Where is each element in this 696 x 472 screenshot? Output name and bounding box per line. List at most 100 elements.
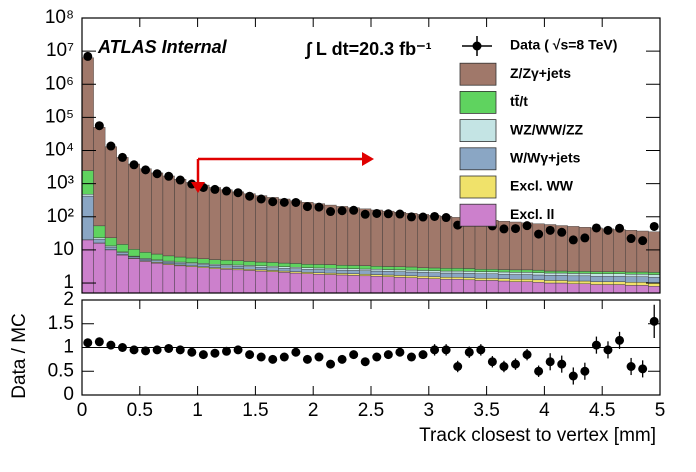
stack-segment [220,269,233,294]
data-point [314,202,324,212]
data-point [337,206,347,216]
ratio-point [626,362,636,371]
stack-segment [625,271,638,275]
stack-segment [578,271,591,274]
stack-segment [578,273,591,277]
stack-segment [382,274,395,277]
stack-segment [625,273,638,277]
legend-swatch [459,119,497,142]
stack-segment [162,255,175,262]
stack-segment [486,273,499,279]
ratio-point [649,316,659,326]
stack-segment [347,273,360,276]
stack-segment [440,270,453,274]
stack-segment [278,268,291,272]
stack-segment [578,280,591,284]
stack-segment [359,265,372,270]
stack-segment [336,265,349,269]
stack-segment [289,263,302,268]
stack-segment [266,266,279,268]
stack-segment [278,262,291,267]
stack-segment [428,278,441,294]
y-tick-label: 10⁵ [45,106,74,127]
stack-segment [116,244,129,253]
data-point [129,160,139,170]
stack-segment [486,280,499,294]
stack-segment [417,276,429,279]
stack-segment [544,270,557,274]
stack-segment [509,269,522,273]
stack-segment [509,274,522,280]
legend-label: W/Wγ+jets [510,150,581,166]
stack-segment [382,276,395,294]
stack-segment [428,270,441,273]
stack-segment [255,261,268,267]
ratio-point [534,366,544,376]
stack-segment [567,275,580,282]
ratio-point [580,366,590,376]
stack-segment [590,281,603,285]
stack-segment [139,252,152,259]
legend-swatch [459,175,497,199]
stack-segment [266,197,279,263]
ratio-point [256,352,266,362]
stack-segment [104,249,117,294]
arrow-head [191,182,205,193]
stack-segment [220,265,233,269]
data-point [222,186,231,196]
data-point [152,169,162,179]
stack-segment [255,265,268,268]
stack-segment [81,239,94,294]
stack-segment [567,273,580,277]
stack-segment [602,284,614,294]
stack-segment [93,127,106,227]
ratio-point [441,345,451,355]
stack-segment [405,277,418,294]
stack-segment [232,191,245,261]
stack-segment [347,270,360,274]
stack-segment [567,280,580,284]
stack-segment [185,266,198,294]
data-point [615,223,625,233]
stack-segment [174,179,187,258]
ratio-point [291,347,301,357]
legend-label: Data ( √s=8 TeV) [510,37,617,53]
x-tick-label: 4.5 [589,400,615,421]
data-point [94,121,104,131]
arrow-head [362,152,374,166]
stack-segment [590,284,603,294]
stack-segment [544,272,557,276]
stack-segment [486,277,499,281]
stack-segment [370,269,383,272]
stack-segment [405,275,418,278]
stack-segment [463,268,476,272]
x-tick-label: 0 [77,400,88,421]
data-point [372,208,382,218]
stack-segment [232,269,245,294]
stack-segment [151,172,164,255]
stack-segment [289,200,302,264]
stack-segment [474,219,487,270]
stack-segment [555,275,568,281]
stack-segment [81,195,94,240]
legend-swatch [459,62,497,86]
ratio-point [499,362,509,371]
stack-segment [324,264,337,269]
ratio-point [117,343,127,352]
stack-segment [370,274,383,277]
ratio-point [557,359,567,369]
stack-segment [521,272,534,275]
data-point [591,223,601,233]
x-tick-label: 5 [655,400,666,421]
data-point [511,224,520,234]
stack-segment [590,227,603,272]
stack-segment [208,268,221,294]
stack-segment [289,268,302,272]
y-tick-label: 1 [63,272,74,293]
stack-segment [428,276,441,279]
stack-segment [81,193,94,197]
stack-segment [104,146,117,238]
stack-segment [555,272,568,276]
stack-segment [197,184,210,259]
stack-segment [613,284,626,294]
